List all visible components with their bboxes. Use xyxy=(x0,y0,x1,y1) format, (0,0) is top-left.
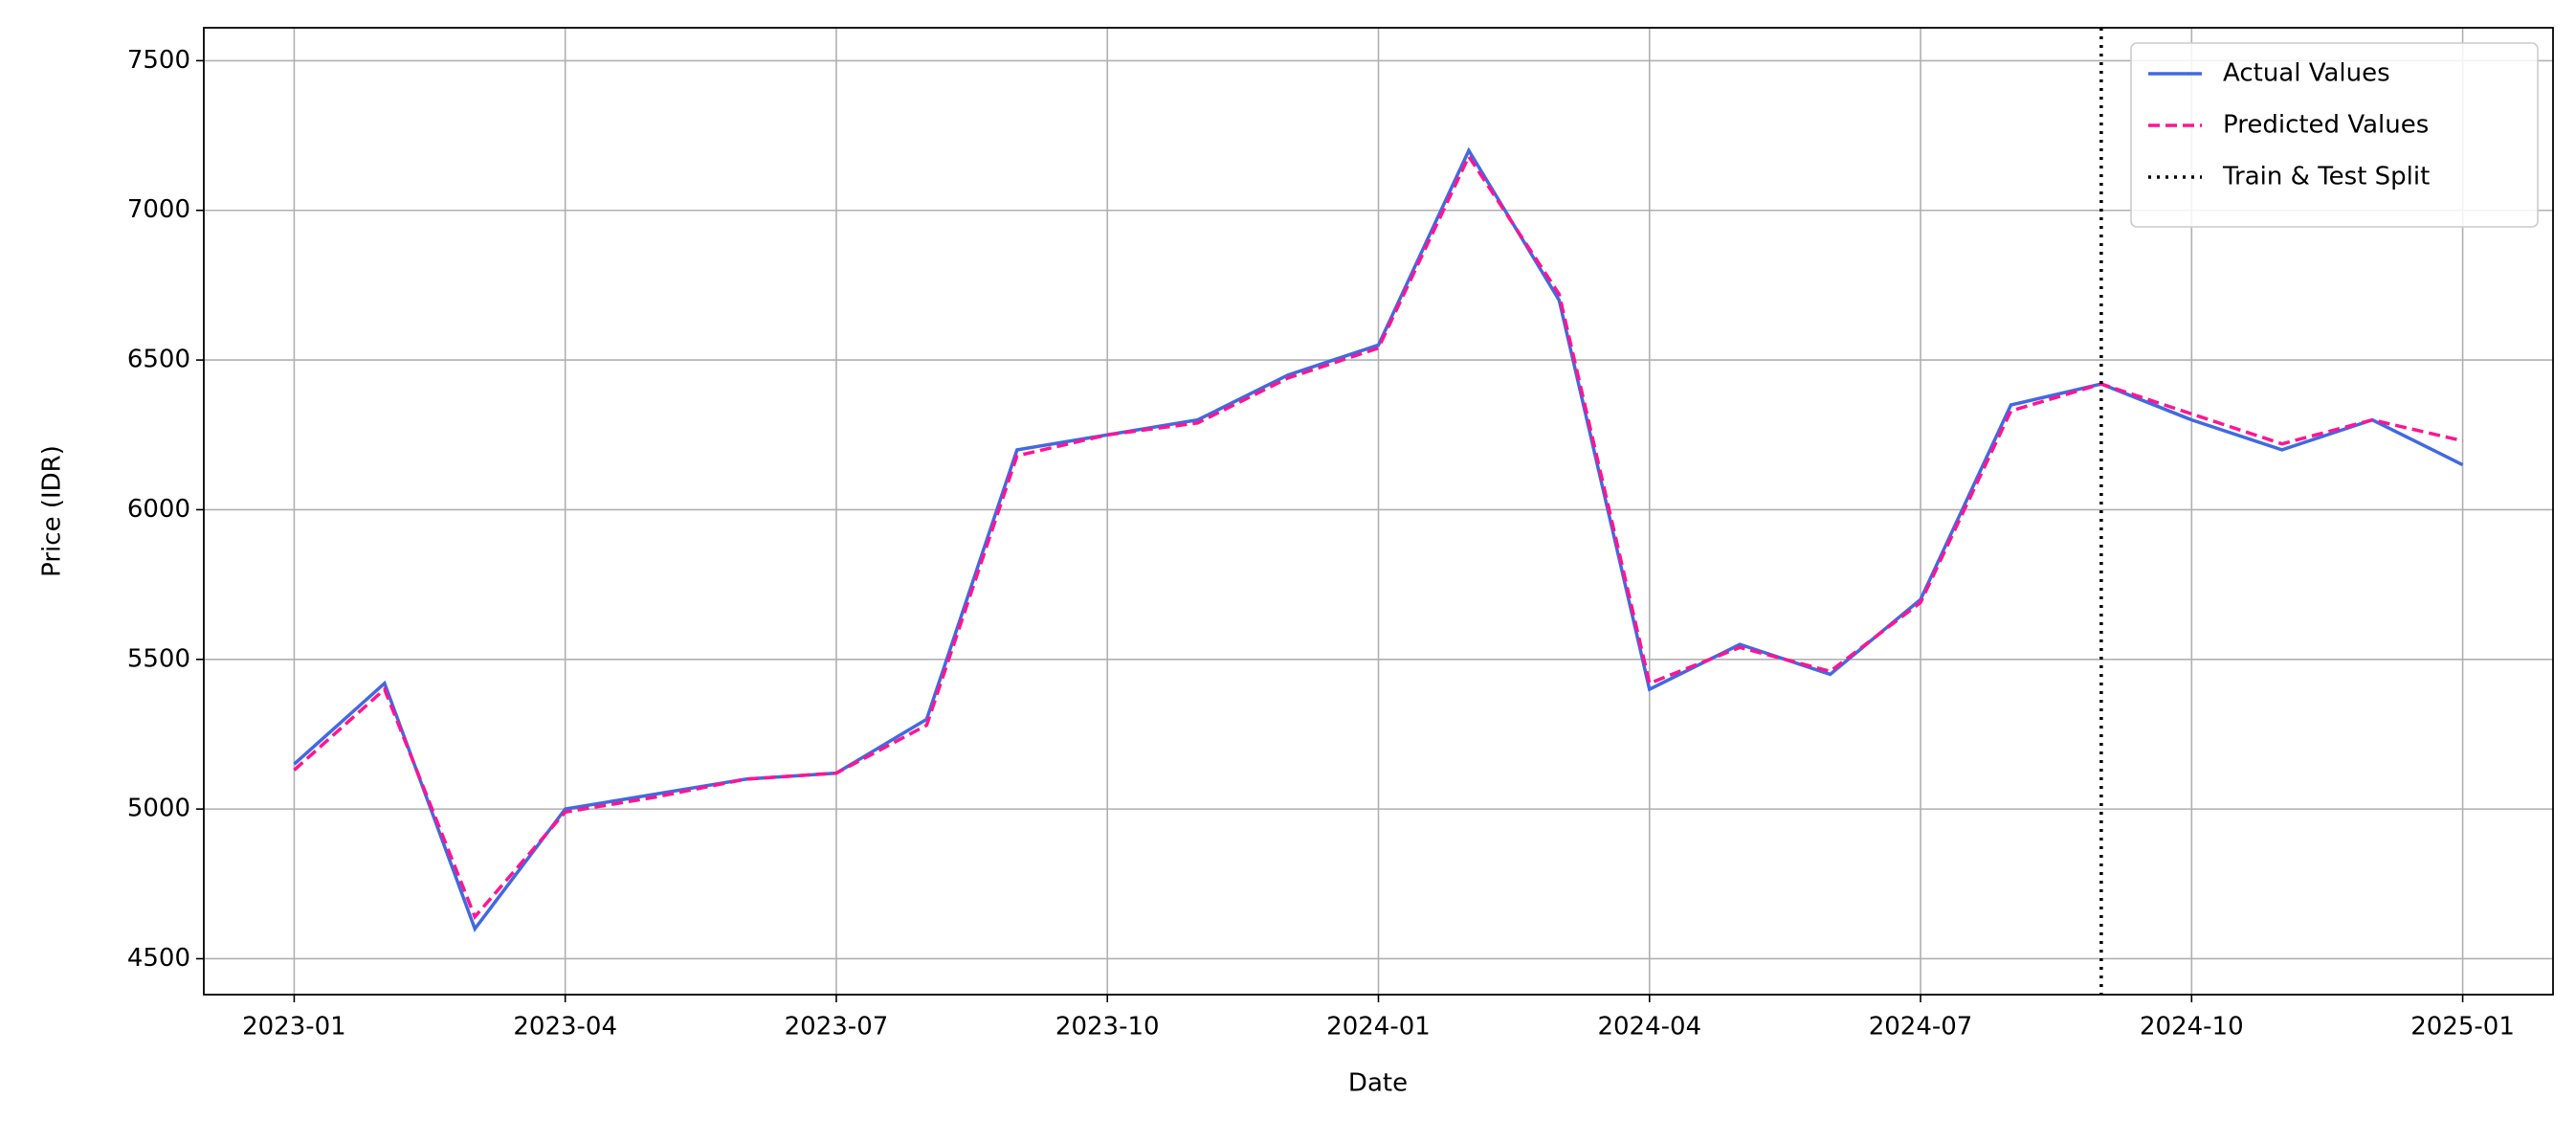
legend-label: Predicted Values xyxy=(2223,111,2429,140)
y-tick-label: 5500 xyxy=(127,644,190,673)
y-tick-label: 7000 xyxy=(127,195,190,224)
x-tick-label: 2025-01 xyxy=(2410,1013,2515,1042)
x-tick-label: 2024-01 xyxy=(1326,1013,1431,1042)
y-tick-label: 7500 xyxy=(127,46,190,75)
legend-box xyxy=(2130,42,2539,228)
x-tick-label: 2024-04 xyxy=(1597,1013,1701,1042)
y-tick-label: 5000 xyxy=(127,795,190,823)
x-axis-label: Date xyxy=(1348,1069,1408,1098)
y-tick-label: 6500 xyxy=(127,346,190,374)
data-line xyxy=(293,152,2463,921)
legend: Actual Values Predicted Values Train & Tes… xyxy=(2130,42,2539,228)
x-tick-label: 2023-10 xyxy=(1055,1013,1160,1042)
x-tick-label: 2023-04 xyxy=(513,1013,617,1042)
x-tick-label: 2024-07 xyxy=(1869,1013,1973,1042)
y-axis-label: Price (IDR) xyxy=(38,445,67,577)
x-tick-label: 2024-10 xyxy=(2140,1013,2244,1042)
legend-label: Actual Values xyxy=(2223,59,2390,88)
y-tick-label: 6000 xyxy=(127,495,190,524)
plot-frame xyxy=(203,27,2554,996)
legend-label: Train & Test Split xyxy=(2222,163,2430,191)
x-tick-label: 2023-01 xyxy=(242,1013,346,1042)
x-tick-label: 2023-07 xyxy=(785,1013,889,1042)
y-tick-label: 4500 xyxy=(127,944,190,973)
